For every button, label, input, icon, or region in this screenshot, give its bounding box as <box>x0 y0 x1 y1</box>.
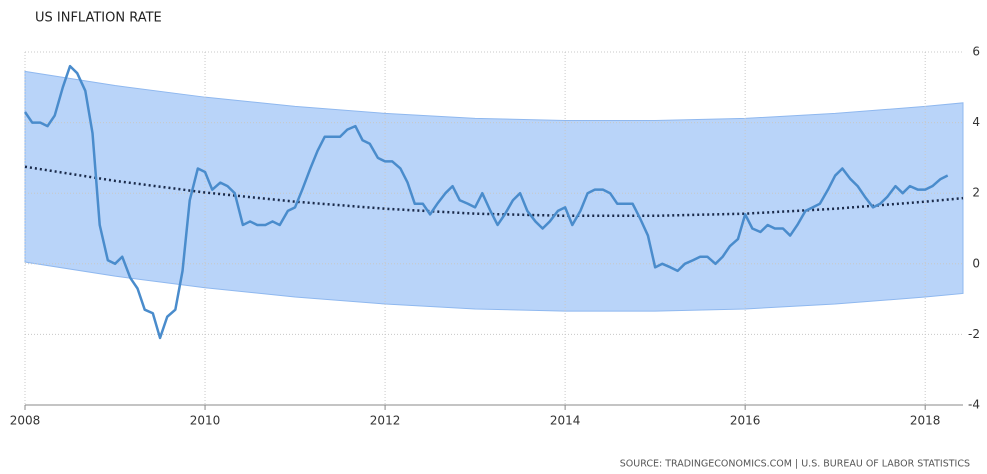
x-tick-label: 2016 <box>730 414 761 428</box>
chart-title: US INFLATION RATE <box>35 11 162 26</box>
series-line <box>23 64 949 340</box>
x-tick-label: 2014 <box>550 414 581 428</box>
y-tick-label: -2 <box>968 327 980 341</box>
y-tick-label: 4 <box>972 115 980 129</box>
y-tick-label: 2 <box>972 186 980 200</box>
x-tick-label: 2018 <box>910 414 941 428</box>
source: SOURCE: TRADINGECONOMICS.COM | U.S. BURE… <box>620 459 970 470</box>
band <box>24 70 964 312</box>
y-tick-label: 0 <box>972 256 980 270</box>
y-tick-label: 6 <box>972 45 980 59</box>
trend-line <box>24 165 964 218</box>
x-tick-label: 2012 <box>370 414 401 428</box>
x-tick-label: 2008 <box>10 414 41 428</box>
x-tick-label: 2010 <box>190 414 221 428</box>
y-tick-label: -4 <box>968 398 980 412</box>
